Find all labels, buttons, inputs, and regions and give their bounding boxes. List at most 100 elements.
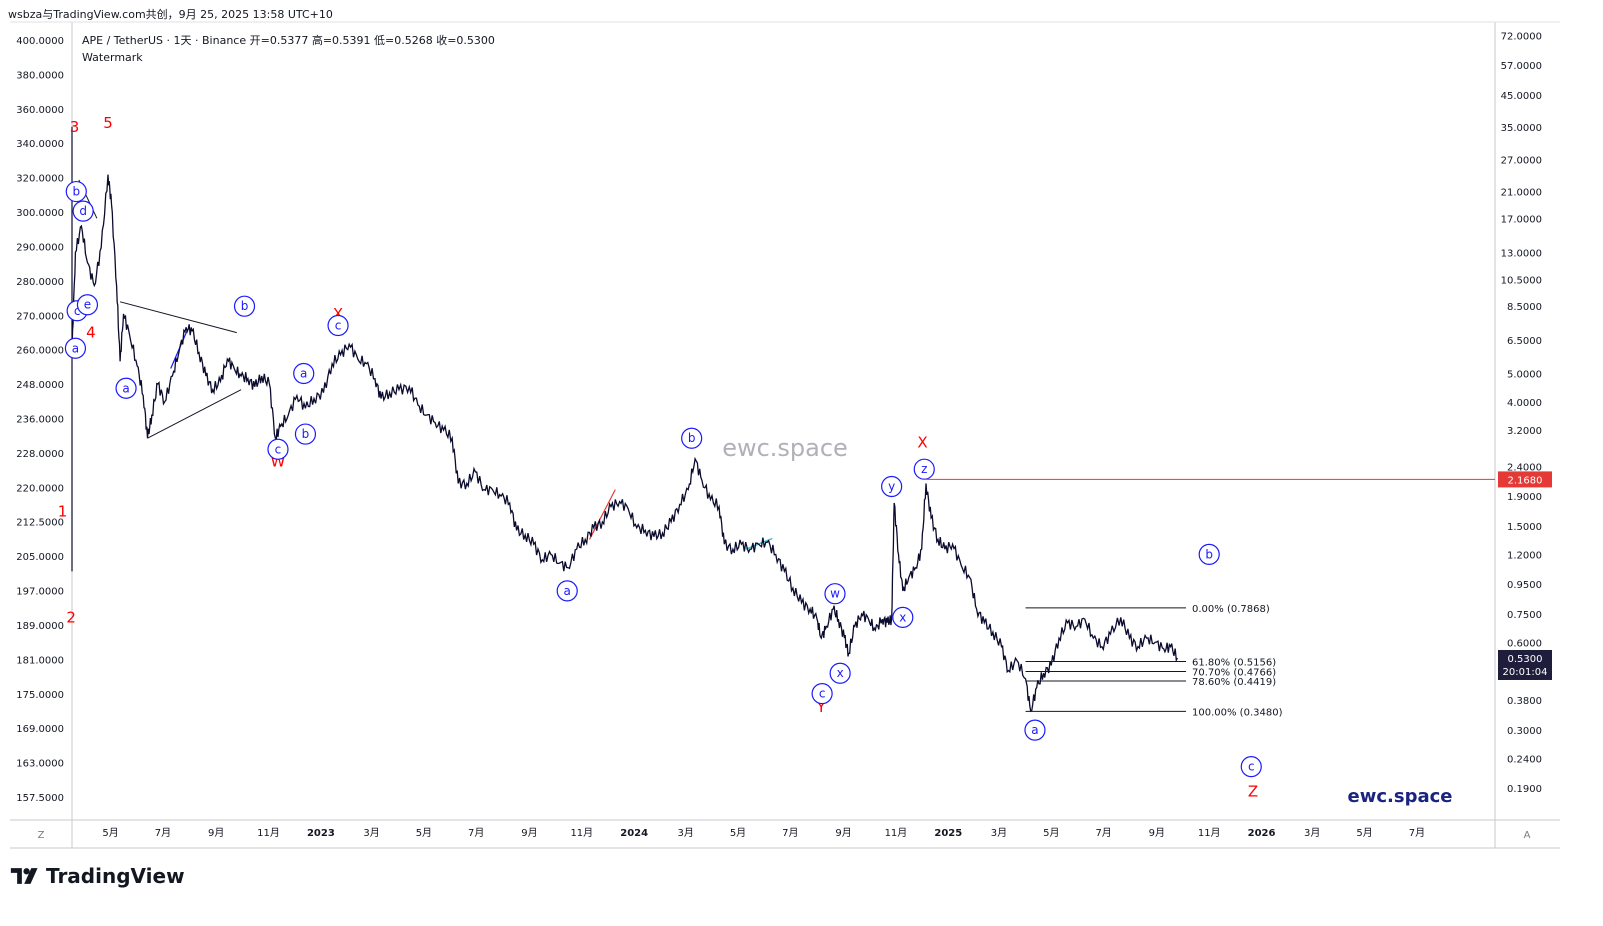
wave-label-circle: [1240, 755, 1262, 778]
wave-label-blue: a: [72, 341, 79, 355]
right-axis-tick-label: 35.0000: [1501, 123, 1542, 134]
x-axis-tick-label: 9月: [835, 827, 851, 839]
wave-label-red: 4: [86, 324, 96, 342]
attribution-header: wsbza与TradingView.com共创，9月 25, 2025 13:5…: [8, 8, 333, 21]
left-axis-tick-label: 380.0000: [16, 70, 64, 81]
left-axis-tick-label: 189.0000: [16, 621, 64, 632]
wave-label-red: 2: [66, 608, 76, 626]
wave-label-circle: [65, 180, 87, 203]
left-axis-tick-label: 157.5000: [16, 793, 64, 804]
right-axis-tick-label: 0.3000: [1507, 726, 1542, 737]
wave-label-red: Z: [1248, 782, 1258, 800]
corner-label-left: Z: [38, 830, 45, 841]
triangle-lower-trendline: [147, 389, 242, 439]
tradingview-brand[interactable]: TradingView: [46, 864, 185, 888]
left-axis-tick-label: 300.0000: [16, 208, 64, 219]
footer: TradingView: [10, 864, 185, 888]
x-axis-tick-label: 11月: [885, 827, 908, 839]
left-axis-tick-label: 320.0000: [16, 174, 64, 185]
right-axis-tick-label: 17.0000: [1501, 214, 1542, 225]
wave-label-red: Y: [816, 698, 827, 716]
right-axis-tick-label: 3.2000: [1507, 426, 1542, 437]
wave-label-circle: [913, 458, 935, 480]
wave-label-circle: [829, 662, 851, 684]
wave-label-blue: c: [819, 687, 826, 701]
wave-label-blue: a: [564, 584, 571, 598]
right-axis-tick-label: 21.0000: [1501, 188, 1542, 199]
x-axis-tick-label: 9月: [521, 827, 537, 839]
watermark-label: Watermark: [82, 51, 143, 64]
right-axis-tick-label: 5.0000: [1507, 369, 1542, 380]
fib-level-label: 100.00% (0.3480): [1192, 707, 1283, 718]
wave-label-blue: c: [1248, 760, 1255, 774]
left-axis-tick-label: 248.0000: [16, 380, 64, 391]
x-axis-tick-label: 7月: [1409, 827, 1425, 839]
wave-label-blue: b: [72, 185, 80, 199]
wave-label-red: 5: [103, 114, 113, 132]
current-price-tag: [1498, 649, 1552, 680]
price-line-tag-label: 2.1680: [1508, 475, 1543, 486]
countdown-timer-label: 20:01:04: [1503, 667, 1548, 678]
center-watermark: ewc.space: [722, 434, 848, 462]
x-axis-tick-label: 11月: [257, 827, 280, 839]
left-axis-tick-label: 181.0000: [16, 655, 64, 666]
right-axis-tick-label: 1.9000: [1507, 492, 1542, 503]
wave-label-blue: w: [830, 587, 840, 601]
wave-label-blue: a: [122, 381, 129, 395]
wave-label-circle: [881, 475, 903, 498]
wave-label-red: 3: [70, 118, 80, 136]
right-axis-tick-label: 6.5000: [1507, 336, 1542, 347]
left-axis-tick-label: 205.0000: [16, 552, 64, 563]
tradingview-logo-icon: [10, 868, 38, 884]
x-axis-tick-label: 3月: [363, 827, 379, 839]
left-axis-tick-label: 228.0000: [16, 449, 64, 460]
wave-label-blue: b: [302, 427, 310, 441]
wave-label-blue: a: [300, 366, 307, 380]
right-axis-tick-label: 0.9500: [1507, 580, 1542, 591]
x-axis-tick-label: 5月: [416, 827, 432, 839]
right-axis-tick-label: 1.2000: [1507, 550, 1542, 561]
wave-label-blue: d: [79, 204, 87, 218]
price-series-line: [71, 174, 1178, 713]
right-axis-tick-label: 0.7500: [1507, 610, 1542, 621]
wave-label-circle: [76, 294, 99, 316]
left-axis-tick-label: 163.0000: [16, 759, 64, 770]
x-axis-tick-label: 3月: [677, 827, 693, 839]
wave-label-red: 1: [58, 503, 68, 521]
wave-label-circle: [233, 295, 256, 317]
wave-label-blue: e: [84, 298, 91, 312]
wave-label-circle: [824, 583, 846, 605]
wave-label-blue: x: [899, 610, 906, 624]
wave-label-blue: c: [275, 442, 282, 456]
wave-label-circle: [64, 337, 87, 359]
left-axis-tick-label: 220.0000: [16, 483, 64, 494]
wave-label-circle: [267, 438, 289, 460]
x-axis-tick-label: 7月: [155, 827, 171, 839]
x-axis-tick-label: 5月: [1043, 827, 1059, 839]
left-axis-tick-label: 197.0000: [16, 587, 64, 598]
right-axis-tick-label: 27.0000: [1501, 156, 1542, 167]
x-axis-tick-label: 9月: [1149, 827, 1165, 839]
wave-label-blue: y: [888, 480, 895, 494]
right-axis-tick-label: 0.1900: [1507, 784, 1542, 795]
wave-label-blue: b: [241, 299, 249, 313]
left-axis-tick-label: 360.0000: [16, 105, 64, 116]
fib-level-label: 61.80% (0.5156): [1192, 657, 1276, 668]
x-axis-tick-label: 3月: [1304, 827, 1320, 839]
wave-label-blue: b: [688, 431, 696, 445]
left-axis-tick-label: 340.0000: [16, 139, 64, 150]
wave-label-circle: [681, 427, 703, 449]
left-axis-tick-label: 270.0000: [16, 311, 64, 322]
wave-label-red: X: [333, 305, 343, 323]
wave-label-circle: [293, 362, 315, 385]
x-axis-tick-label: 3月: [991, 827, 1007, 839]
fib-level-label: 78.60% (0.4419): [1192, 677, 1276, 688]
right-axis-tick-label: 57.0000: [1501, 61, 1542, 72]
wave-label-circle: [327, 314, 349, 337]
x-axis-tick-label: 5月: [1356, 827, 1372, 839]
left-axis-tick-label: 212.5000: [16, 518, 64, 529]
wave-label-circle: [294, 423, 317, 445]
left-axis-tick-label: 236.0000: [16, 415, 64, 426]
x-axis-tick-label: 7月: [782, 827, 798, 839]
